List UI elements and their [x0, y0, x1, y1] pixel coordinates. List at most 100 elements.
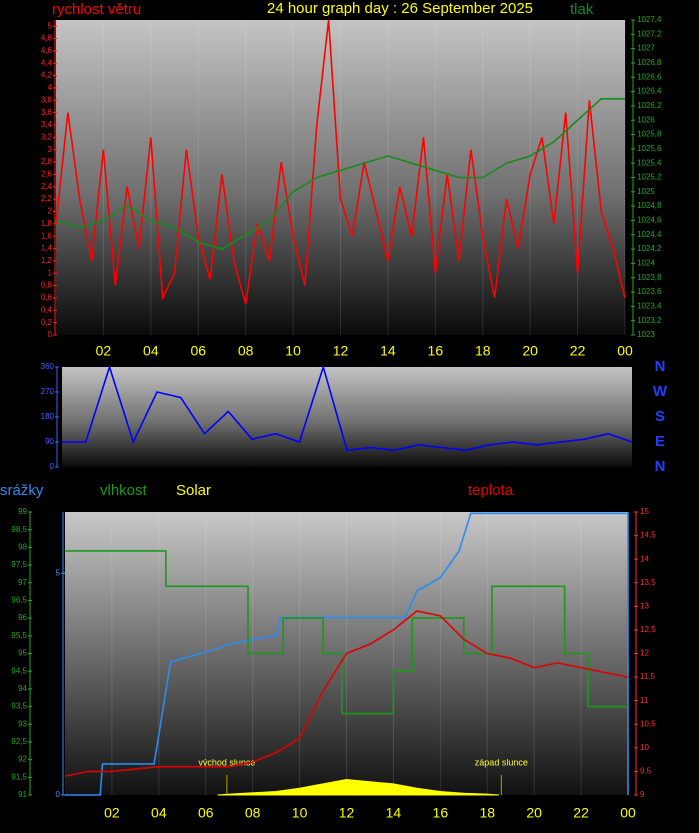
x-tick-label: 20	[522, 343, 538, 359]
x-tick-label: 08	[245, 805, 261, 821]
y-tick-label: 4,8	[41, 34, 53, 43]
y-tick-label: 10	[640, 743, 649, 752]
x-tick-label: 10	[285, 343, 301, 359]
compass-label: S	[655, 408, 665, 425]
y-tick-label: 360	[41, 362, 55, 371]
series-line	[62, 364, 633, 452]
compass-label: E	[655, 433, 665, 450]
y-tick-label: 1026	[637, 115, 655, 124]
x-tick-label: 14	[386, 805, 402, 821]
x-tick-label: 08	[238, 343, 254, 359]
y-tick-label: 5	[48, 21, 53, 30]
y-tick-label: 95	[18, 649, 27, 658]
x-tick-label: 14	[380, 343, 396, 359]
y-tick-label: 94	[18, 684, 27, 693]
y-tick-label: 11,5	[640, 672, 656, 681]
y-tick-label: 180	[41, 412, 55, 421]
series-area	[217, 778, 500, 796]
y-tick-label: 92	[18, 755, 27, 764]
y-tick-label: 9,5	[640, 767, 652, 776]
y-tick-label: 1023,2	[637, 316, 662, 325]
y-tick-label: 15	[640, 507, 649, 516]
y-tick-label: 95,5	[11, 631, 27, 640]
annotation: východ slunce	[198, 757, 255, 767]
y-tick-label: 2,4	[41, 182, 53, 191]
x-tick-label: 02	[104, 805, 120, 821]
y-tick-label: 1	[48, 268, 53, 277]
y-tick-label: 270	[41, 387, 55, 396]
y-tick-label: 2,8	[41, 157, 53, 166]
y-tick-label: 1025,8	[637, 130, 662, 139]
x-tick-label: 18	[479, 805, 495, 821]
y-tick-label: 1027,4	[637, 15, 662, 24]
y-tick-label: 1025,4	[637, 158, 662, 167]
legend-entry: tlak	[570, 1, 594, 18]
y-tick-label: 96,5	[11, 596, 27, 605]
y-tick-label: 0	[48, 330, 53, 339]
y-tick-label: 98	[18, 542, 27, 551]
y-tick-label: 0,6	[41, 293, 53, 302]
y-tick-label: 1024,2	[637, 244, 662, 253]
legend-entry: srážky	[0, 482, 44, 499]
legend-entry: teplota	[468, 482, 514, 499]
y-tick-label: 14,5	[640, 531, 656, 540]
y-tick-label: 1025	[637, 187, 655, 196]
y-tick-label: 3,8	[41, 95, 53, 104]
y-tick-label: 93,5	[11, 702, 27, 711]
y-tick-label: 1024,4	[637, 230, 662, 239]
y-tick-label: 3,6	[41, 108, 53, 117]
x-tick-label: 10	[292, 805, 308, 821]
y-tick-label: 4,2	[41, 71, 53, 80]
legend-entry: Solar	[176, 482, 211, 499]
x-tick-label: 16	[433, 805, 449, 821]
y-tick-label: 97,5	[11, 560, 27, 569]
series-line	[55, 98, 625, 250]
y-tick-label: 91	[18, 790, 27, 799]
series-line	[65, 550, 628, 715]
y-tick-label: 2	[48, 207, 53, 216]
x-tick-label: 00	[617, 343, 633, 359]
y-tick-label: 1024,6	[637, 216, 662, 225]
y-tick-label: 96	[18, 613, 27, 622]
y-tick-label: 3,2	[41, 132, 53, 141]
y-tick-label: 4,6	[41, 46, 53, 55]
y-tick-label: 13	[640, 601, 649, 610]
y-tick-label: 1,6	[41, 231, 53, 240]
y-tick-label: 1026,2	[637, 101, 662, 110]
y-tick-label: 1025,6	[637, 144, 662, 153]
y-tick-label: 1023,4	[637, 301, 662, 310]
y-tick-label: 0,8	[41, 281, 53, 290]
chart-title: 24 hour graph day : 26 September 2025	[267, 0, 533, 17]
x-tick-label: 04	[143, 343, 159, 359]
y-tick-label: 13,5	[640, 578, 656, 587]
x-tick-label: 02	[96, 343, 112, 359]
y-tick-label: 1023,8	[637, 273, 662, 282]
y-tick-label: 1024,8	[637, 201, 662, 210]
y-tick-label: 1023,6	[637, 287, 662, 296]
y-tick-label: 0	[56, 790, 61, 799]
compass-label: W	[653, 383, 668, 400]
y-tick-label: 3	[48, 145, 53, 154]
x-tick-label: 20	[526, 805, 542, 821]
y-tick-label: 98,5	[11, 525, 27, 534]
y-tick-label: 1024	[637, 259, 655, 268]
legend-entry: rychlost větru	[52, 1, 141, 18]
y-tick-label: 94,5	[11, 666, 27, 675]
y-tick-label: 3,4	[41, 120, 53, 129]
x-tick-label: 18	[475, 343, 491, 359]
plot-background	[62, 367, 632, 467]
y-tick-label: 2,6	[41, 170, 53, 179]
y-tick-label: 9	[640, 790, 645, 799]
y-tick-label: 4,4	[41, 58, 53, 67]
x-tick-label: 22	[573, 805, 589, 821]
legend-entry: vlhkost	[100, 482, 148, 499]
y-tick-label: 4	[48, 83, 53, 92]
y-tick-label: 1,8	[41, 219, 53, 228]
y-tick-label: 1,4	[41, 244, 53, 253]
series-line	[64, 610, 629, 777]
y-tick-label: 5	[56, 568, 61, 577]
y-tick-label: 0,2	[41, 318, 53, 327]
y-tick-label: 11	[640, 696, 649, 705]
y-tick-label: 1027,2	[637, 29, 662, 38]
